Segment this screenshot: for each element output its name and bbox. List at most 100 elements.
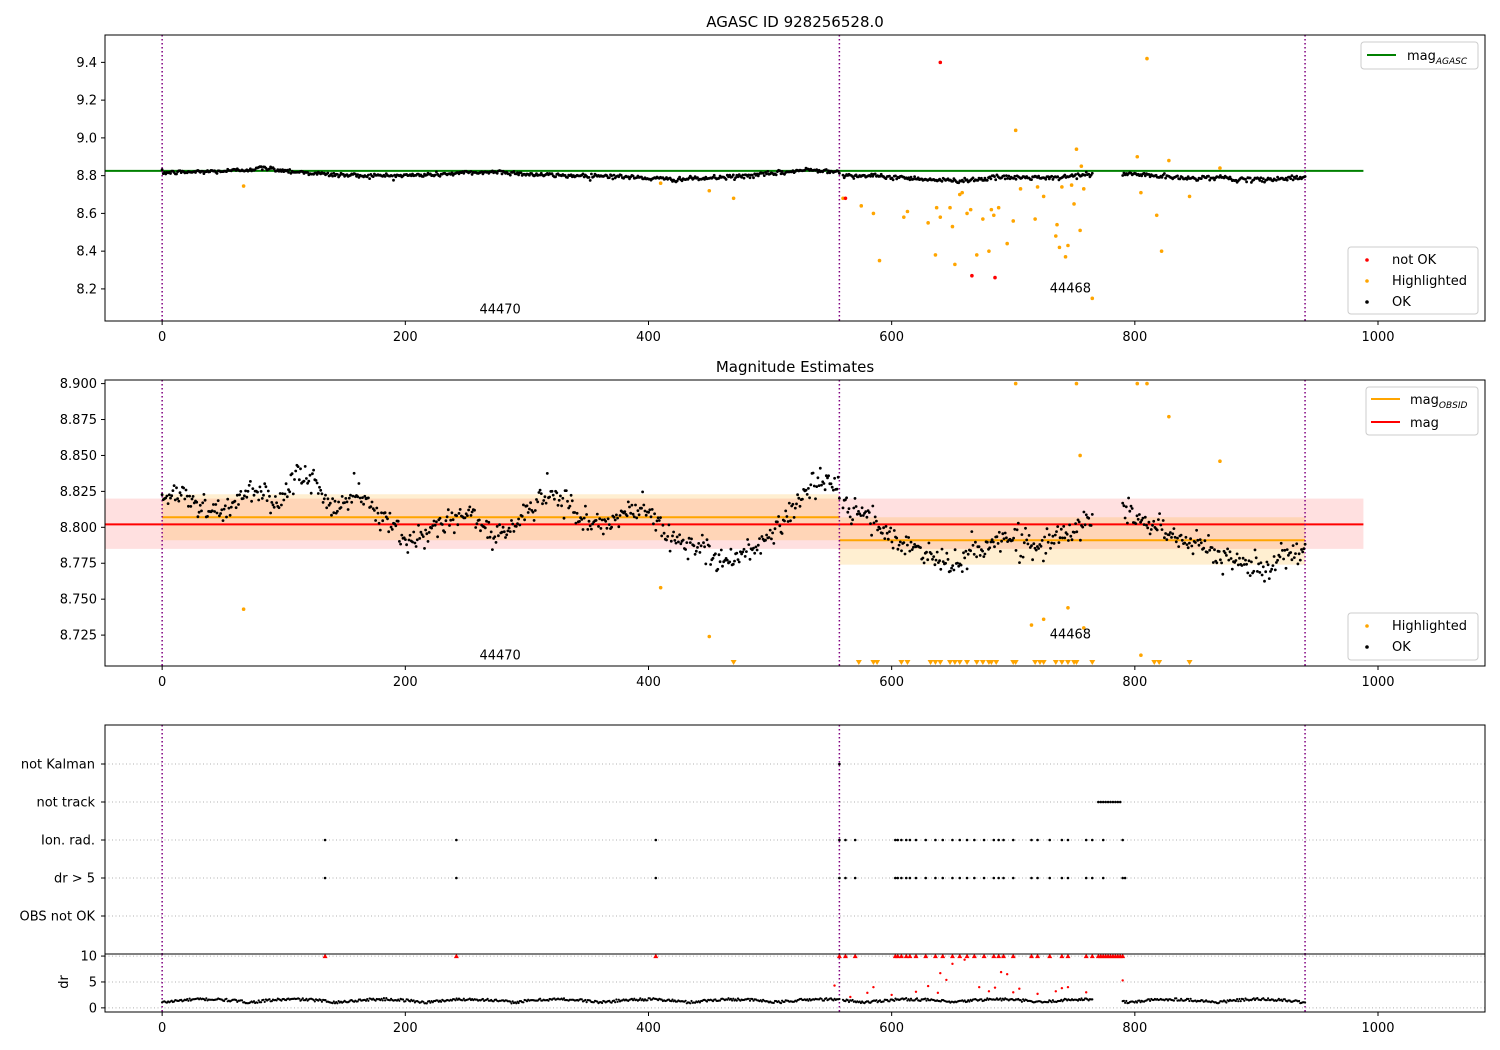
dr-point (1138, 999, 1141, 1002)
data-point-ok (1151, 523, 1154, 527)
data-point-ok (264, 485, 268, 489)
data-point-ok (946, 558, 950, 561)
data-point-ok (649, 515, 653, 519)
flag-marker (1002, 876, 1005, 880)
marker-clipped-above (453, 953, 459, 959)
x-tick-label: 200 (393, 675, 418, 690)
data-point-ok (371, 175, 375, 179)
data-point-highlighted (1079, 164, 1084, 169)
data-point-ok (561, 496, 565, 500)
data-point-ok (686, 557, 690, 561)
data-point-ok (285, 495, 289, 499)
data-point-ok (566, 499, 569, 503)
data-point-highlighted (968, 207, 973, 212)
data-point-ok (824, 168, 828, 171)
marker-clipped-below (1186, 660, 1193, 665)
x-tick-label: 200 (393, 330, 418, 345)
data-point-ok (1152, 519, 1156, 523)
data-point-ok (419, 530, 423, 534)
data-point-ok (1294, 552, 1297, 555)
data-point-ok (283, 492, 287, 496)
data-point-ok (904, 535, 908, 539)
dr-point (888, 1000, 891, 1003)
data-point-ok (718, 560, 722, 564)
data-point-ok (841, 506, 845, 510)
data-point-highlighted (934, 205, 939, 210)
data-point-ok (671, 534, 674, 538)
data-point-ok (1228, 550, 1232, 554)
dr-point (1050, 1001, 1053, 1004)
data-point-ok (841, 173, 845, 177)
data-point-ok (294, 469, 298, 473)
dr-point (825, 997, 828, 1000)
data-point-ok (660, 534, 664, 538)
data-point-ok (345, 500, 349, 504)
data-point-ok (1199, 541, 1203, 545)
data-point-ok (907, 536, 910, 539)
data-point-highlighted (1078, 453, 1082, 458)
data-point-ok (1047, 533, 1051, 537)
flag-marker (1111, 800, 1115, 804)
dr-point (256, 1001, 259, 1004)
data-point-ok (1171, 532, 1175, 536)
data-point-ok (993, 175, 996, 179)
data-point-ok (1203, 539, 1207, 543)
data-point-ok (786, 520, 790, 523)
data-point-ok (891, 178, 895, 182)
data-point-ok (610, 525, 613, 529)
data-point-ok (446, 508, 450, 512)
data-point-ok (357, 482, 361, 485)
data-point-ok (889, 526, 893, 530)
data-point-ok (551, 493, 555, 497)
data-point-ok (625, 514, 629, 518)
data-point-ok (869, 522, 872, 525)
data-point-ok (277, 506, 281, 510)
data-point-ok (1142, 523, 1146, 526)
data-point-ok (299, 467, 302, 471)
flag-row-label: not Kalman (21, 758, 95, 773)
data-point-ok (1267, 577, 1271, 580)
data-point-ok (1227, 558, 1231, 562)
data-point-ok (740, 552, 743, 556)
data-point-ok (423, 547, 426, 550)
data-point-ok (486, 536, 489, 539)
dr-point (404, 1000, 407, 1003)
data-point-ok (390, 174, 394, 178)
flag-marker (1066, 876, 1070, 880)
dr-point (905, 997, 908, 1000)
data-point-ok (811, 471, 815, 475)
dr-point (298, 997, 301, 1000)
data-point-ok (324, 493, 327, 497)
data-point-ok (1046, 175, 1050, 179)
data-point-ok (1184, 535, 1188, 539)
dr-point (1135, 1001, 1139, 1004)
data-point-ok (690, 537, 693, 541)
dr-point (186, 998, 189, 1001)
marker-clipped-above (971, 953, 977, 959)
dr-point-high (1012, 991, 1015, 994)
data-point-ok (631, 174, 635, 178)
data-point-ok (272, 167, 276, 171)
data-point-ok (832, 488, 835, 492)
data-point-ok (1157, 518, 1160, 521)
data-point-ok (237, 503, 240, 506)
data-point-ok (510, 519, 513, 522)
data-point-ok (1245, 180, 1248, 184)
data-point-ok (988, 546, 992, 550)
dr-point (509, 1000, 512, 1003)
data-point-ok (306, 171, 309, 174)
dr-point (313, 1000, 316, 1003)
flag-marker (904, 876, 908, 880)
data-point-ok (1087, 516, 1091, 520)
data-point-ok (389, 525, 393, 529)
data-point-ok (1027, 534, 1031, 537)
flag-marker (1011, 876, 1015, 880)
data-point-ok (1194, 541, 1197, 544)
dr-point (909, 997, 913, 1000)
data-point-ok (969, 549, 972, 553)
data-point-ok (507, 526, 511, 530)
data-point-ok (989, 177, 993, 181)
marker-clipped-below (947, 660, 954, 665)
data-point-ok (213, 510, 217, 513)
dr-point (1178, 999, 1181, 1002)
